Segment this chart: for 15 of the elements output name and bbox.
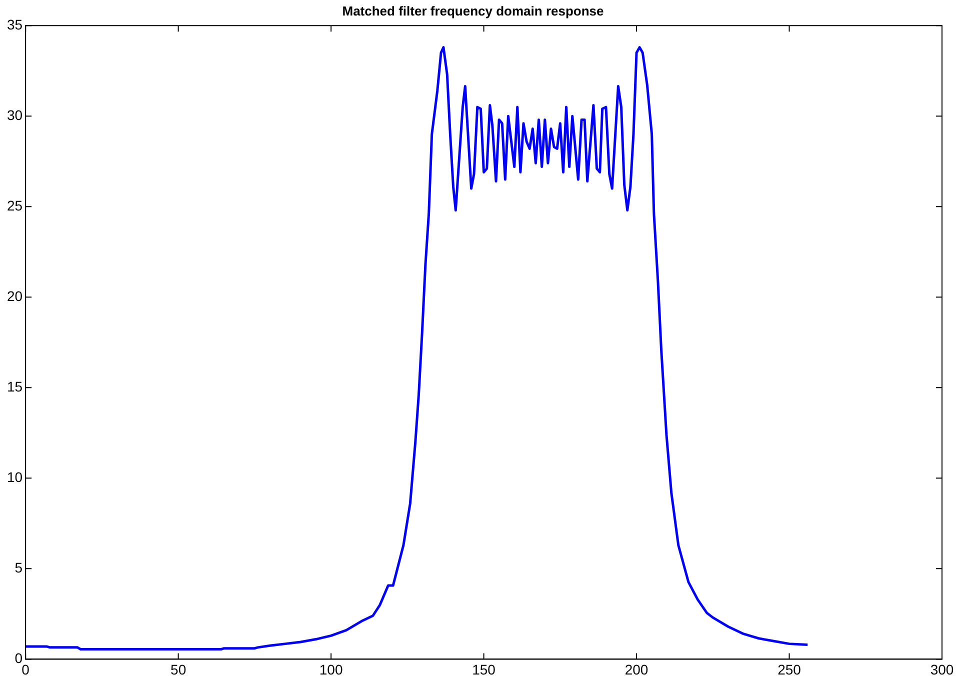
- y-tick-label: 15: [6, 378, 23, 395]
- y-tick-label: 35: [6, 16, 23, 32]
- y-tick-label: 5: [14, 560, 23, 576]
- y-tick-label: 20: [6, 288, 23, 304]
- x-tick-label: 200: [624, 661, 648, 678]
- y-tick-label: 10: [6, 469, 23, 486]
- x-tick-label: 100: [319, 661, 343, 678]
- chart-title: Matched filter frequency domain response: [342, 3, 604, 18]
- y-tick-label: 0: [14, 650, 23, 666]
- x-tick-label: 300: [930, 661, 954, 678]
- y-tick-label: 30: [6, 106, 23, 123]
- x-tick-label: 150: [472, 661, 496, 678]
- y-tick-label: 25: [6, 197, 23, 214]
- x-tick-label: 250: [778, 661, 802, 678]
- x-tick-label: 50: [170, 661, 186, 678]
